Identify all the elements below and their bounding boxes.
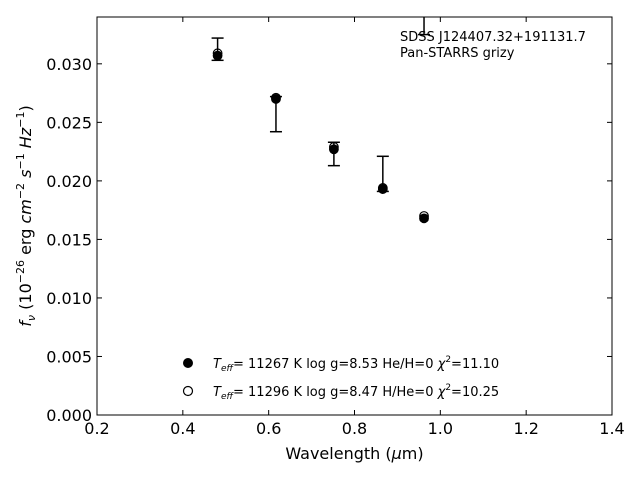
x-tick-label: 0.8 — [342, 419, 367, 438]
error-bars — [211, 17, 431, 193]
y-tick-label: 0.015 — [46, 230, 92, 249]
y-tick-label: 0.020 — [46, 172, 92, 191]
y-axis-label: fν (10−26 erg cm−2 s−1 Hz−1) — [14, 105, 38, 326]
y-tick-label: 0.000 — [46, 406, 92, 425]
legend-entry-1: Teff= 11267 K log g=8.53 He/H=0 χ2=11.10 — [213, 355, 499, 374]
plot-frame — [96, 16, 613, 416]
y-tick-label: 0.010 — [46, 289, 92, 308]
legend-marker-filled — [183, 358, 193, 368]
x-tick-label: 0.4 — [170, 419, 195, 438]
x-tick-label: 1.2 — [513, 419, 538, 438]
x-tick-label: 1.4 — [599, 419, 624, 438]
point-open — [271, 92, 281, 103]
annotation-object-name: SDSS J124407.32+191131.7 — [400, 30, 586, 45]
legend-entry-2: Teff= 11296 K log g=8.47 H/He=0 χ2=10.25 — [213, 383, 499, 402]
x-tick-label: 1.0 — [428, 419, 453, 438]
data-points — [212, 48, 429, 224]
point-open — [212, 48, 223, 59]
point-open — [419, 211, 429, 221]
legend-marker-open — [182, 385, 194, 397]
x-tick-label: 0.2 — [84, 419, 109, 438]
y-tick-label: 0.025 — [46, 113, 92, 132]
error-bar — [418, 17, 431, 36]
x-tick-label: 0.6 — [256, 419, 281, 438]
annotation-survey: Pan-STARRS grizy — [400, 46, 515, 61]
legend: Teff= 11267 K log g=8.53 He/H=0 χ2=11.10… — [182, 355, 499, 402]
point-open — [329, 142, 339, 152]
x-axis-label: Wavelength (μm) — [285, 444, 423, 463]
y-tick-label: 0.030 — [46, 55, 92, 74]
y-tick-label: 0.005 — [46, 347, 92, 366]
point-open — [377, 183, 388, 193]
axis-ticks: 0.2 0.4 0.6 0.8 1.0 1.2 1.4 0.000 0.005 0.010 0.01… — [46, 17, 625, 438]
